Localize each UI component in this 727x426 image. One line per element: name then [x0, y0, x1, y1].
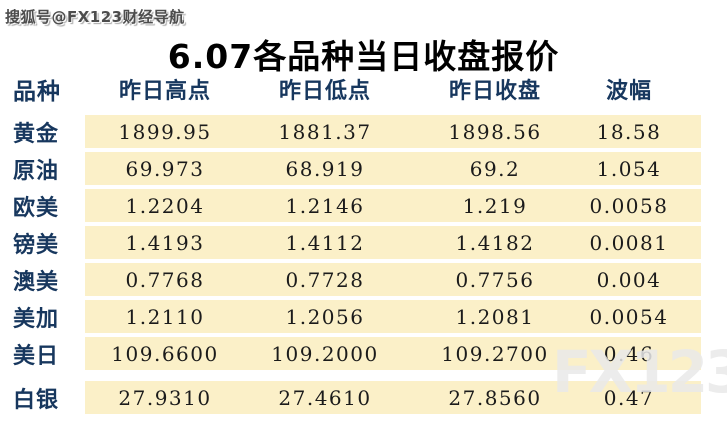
- table-row-eurusd: 欧美 1.2204 1.2146 1.219 0.0058: [0, 189, 701, 222]
- page-title: 6.07各品种当日收盘报价: [167, 37, 560, 77]
- row-label: 镑美: [13, 231, 60, 258]
- header-cell-variety: 品种: [13, 78, 61, 105]
- cell-range: 0.0081: [589, 230, 669, 255]
- row-label: 黄金: [13, 120, 60, 147]
- cell-prev-low: 1881.37: [278, 119, 372, 144]
- cell-prev-high: 1.4193: [125, 230, 205, 255]
- table-row-crude-oil: 原油 69.973 68.919 69.2 1.054: [0, 152, 701, 185]
- cell-prev-low: 109.2000: [271, 341, 379, 366]
- row-label: 原油: [13, 157, 60, 184]
- header-cell-prev-high: 昨日高点: [118, 78, 211, 104]
- row-label: 美加: [13, 305, 60, 332]
- table-row-gold: 黄金 1899.95 1881.37 1898.56 18.58: [0, 115, 701, 148]
- table-row-usdjpy: 美日 109.6600 109.2000 109.2700 0.46: [0, 337, 701, 370]
- table-row-gbpusd: 镑美 1.4193 1.4112 1.4182 0.0081: [0, 226, 701, 259]
- cell-prev-high: 69.973: [125, 156, 205, 181]
- cell-prev-high: 27.9310: [118, 385, 212, 410]
- cell-prev-close: 1.2081: [455, 304, 535, 329]
- cell-prev-low: 1.2146: [285, 193, 365, 218]
- cell-range: 0.0058: [589, 193, 669, 218]
- header-cell-prev-close: 昨日收盘: [448, 78, 541, 104]
- header-stripe: 昨日高点 昨日低点 昨日收盘 波幅: [85, 68, 701, 110]
- row-stripe: 109.6600 109.2000 109.2700 0.46: [85, 337, 701, 370]
- cell-range: 18.58: [596, 119, 662, 144]
- row-label: 美日: [13, 342, 60, 369]
- cell-prev-high: 1.2204: [125, 193, 205, 218]
- header-cell-range: 波幅: [605, 78, 652, 104]
- cell-prev-low: 1.2056: [285, 304, 365, 329]
- cell-range: 0.004: [596, 267, 662, 292]
- row-stripe: 69.973 68.919 69.2 1.054: [85, 152, 701, 185]
- row-stripe: 27.9310 27.4610 27.8560 0.47: [85, 381, 701, 414]
- cell-prev-close: 1.4182: [455, 230, 535, 255]
- cell-prev-high: 109.6600: [111, 341, 219, 366]
- cell-prev-close: 27.8560: [448, 385, 542, 410]
- row-label: 澳美: [13, 268, 60, 295]
- table-row-usdcad: 美加 1.2110 1.2056 1.2081 0.0054: [0, 300, 701, 333]
- cell-range: 0.0054: [589, 304, 669, 329]
- row-stripe: 1.4193 1.4112 1.4182 0.0081: [85, 226, 701, 259]
- cell-prev-close: 109.2700: [441, 341, 549, 366]
- table-row-audusd: 澳美 0.7768 0.7728 0.7756 0.004: [0, 263, 701, 296]
- row-stripe: 1.2204 1.2146 1.219 0.0058: [85, 189, 701, 222]
- cell-prev-low: 1.4112: [285, 230, 365, 255]
- cell-prev-low: 0.7728: [285, 267, 365, 292]
- row-label: 白银: [13, 386, 60, 413]
- row-stripe: 0.7768 0.7728 0.7756 0.004: [85, 263, 701, 296]
- table-header-row: 品种 昨日高点 昨日低点 昨日收盘 波幅: [0, 68, 701, 110]
- cell-prev-close: 69.2: [469, 156, 521, 181]
- cell-prev-high: 0.7768: [125, 267, 205, 292]
- cell-prev-high: 1.2110: [125, 304, 205, 329]
- cell-prev-close: 0.7756: [455, 267, 535, 292]
- cell-prev-high: 1899.95: [118, 119, 212, 144]
- cell-prev-low: 68.919: [285, 156, 365, 181]
- table-row-silver: 白银 27.9310 27.4610 27.8560 0.47: [0, 381, 701, 414]
- row-stripe: 1.2110 1.2056 1.2081 0.0054: [85, 300, 701, 333]
- cell-range: 0.46: [603, 341, 655, 366]
- quotes-table: 品种 昨日高点 昨日低点 昨日收盘 波幅 黄金 1899.95 1881.37 …: [0, 68, 701, 418]
- cell-range: 0.47: [603, 385, 655, 410]
- header-cell-prev-low: 昨日低点: [278, 78, 371, 104]
- cell-prev-close: 1.219: [462, 193, 528, 218]
- cell-prev-low: 27.4610: [278, 385, 372, 410]
- row-stripe: 1899.95 1881.37 1898.56 18.58: [85, 115, 701, 148]
- cell-prev-close: 1898.56: [448, 119, 542, 144]
- cell-range: 1.054: [596, 156, 662, 181]
- row-label: 欧美: [13, 194, 60, 221]
- sohu-account-watermark: 搜狐号@FX123财经导航: [5, 8, 185, 26]
